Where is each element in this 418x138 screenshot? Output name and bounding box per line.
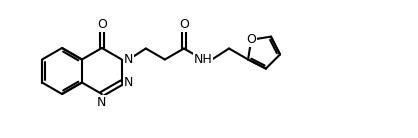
Text: O: O	[179, 18, 189, 31]
Text: N: N	[124, 53, 133, 66]
Text: N: N	[124, 76, 133, 89]
Text: O: O	[246, 33, 256, 46]
Text: N: N	[97, 95, 107, 108]
Text: O: O	[97, 18, 107, 30]
Text: NH: NH	[194, 53, 212, 66]
